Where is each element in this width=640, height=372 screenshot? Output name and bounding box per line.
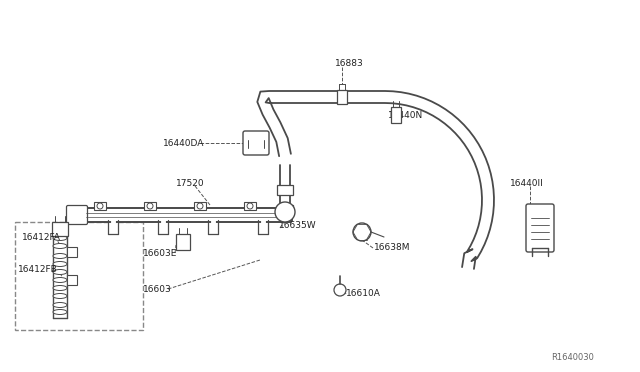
FancyBboxPatch shape (80, 208, 292, 222)
Text: 16638M: 16638M (374, 244, 410, 253)
Circle shape (247, 203, 253, 209)
Bar (94, 202, 106, 210)
Bar (194, 202, 206, 210)
Text: 16610A: 16610A (346, 289, 381, 298)
Text: 16412FB: 16412FB (18, 266, 58, 275)
Text: 16440II: 16440II (510, 179, 544, 187)
Bar (52, 222, 68, 236)
Bar (67, 247, 77, 257)
Ellipse shape (53, 310, 67, 314)
Text: 17520: 17520 (176, 179, 205, 187)
Bar (244, 202, 256, 210)
FancyBboxPatch shape (526, 204, 554, 252)
Text: 16603E: 16603E (143, 248, 177, 257)
Circle shape (97, 203, 103, 209)
Text: 16603: 16603 (143, 285, 172, 294)
Ellipse shape (53, 269, 67, 275)
FancyBboxPatch shape (243, 131, 269, 155)
Ellipse shape (53, 235, 67, 241)
Text: 16883: 16883 (335, 58, 364, 67)
Bar (337, 90, 347, 104)
Bar (15, 222, 143, 330)
Ellipse shape (53, 253, 67, 259)
Ellipse shape (53, 244, 67, 248)
FancyBboxPatch shape (67, 205, 88, 224)
Ellipse shape (53, 285, 67, 291)
Text: 16440DA: 16440DA (163, 138, 204, 148)
Bar (277, 205, 293, 215)
Bar (67, 275, 77, 285)
Bar (391, 107, 401, 123)
Circle shape (353, 223, 371, 241)
Text: 16635W: 16635W (279, 221, 317, 230)
Ellipse shape (53, 294, 67, 298)
Text: 16440N: 16440N (388, 110, 423, 119)
Bar (144, 202, 156, 210)
Circle shape (147, 203, 153, 209)
Circle shape (275, 202, 295, 222)
Text: R1640030: R1640030 (551, 353, 594, 362)
Bar (176, 234, 190, 250)
Text: 16412FA: 16412FA (22, 232, 61, 241)
Circle shape (197, 203, 203, 209)
Ellipse shape (53, 278, 67, 282)
Ellipse shape (53, 302, 67, 308)
Bar (277, 185, 293, 195)
Circle shape (334, 284, 346, 296)
Ellipse shape (53, 262, 67, 266)
